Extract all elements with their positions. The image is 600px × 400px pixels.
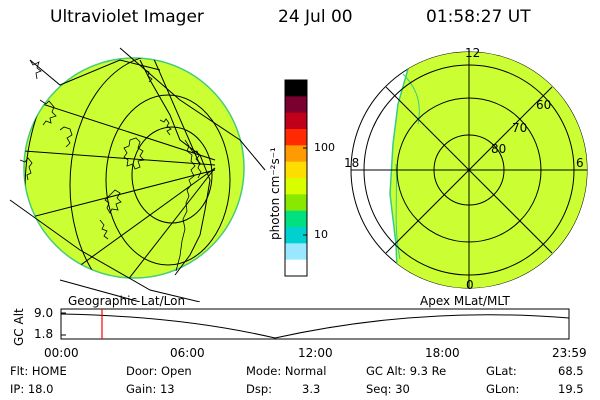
x-tick-0600: 06:00	[170, 346, 205, 360]
colorbar-unit-label: photon cm⁻²s⁻¹	[268, 147, 282, 240]
gain-status: Gain: 13	[126, 382, 175, 396]
colorbar-band	[285, 112, 307, 130]
mlt-label-6: 6	[576, 156, 584, 170]
altitude-plot	[60, 308, 570, 340]
app-title: Ultraviolet Imager	[50, 7, 204, 27]
magnetic-polar-map	[350, 51, 588, 289]
x-tick-1200: 12:00	[298, 346, 333, 360]
dsp-value: 3.3	[302, 382, 321, 396]
dsp-label: Dsp:	[246, 382, 273, 396]
x-tick-0000: 00:00	[44, 346, 79, 360]
colorbar	[284, 79, 308, 277]
date-label: 24 Jul 00	[278, 7, 353, 27]
auroral-image-region	[386, 52, 587, 288]
colorbar-band	[285, 80, 307, 97]
colorbar-band	[285, 161, 307, 179]
mlt-label-0: 0	[466, 278, 474, 292]
colorbar-band	[285, 210, 307, 228]
polar-map-label: Apex MLat/MLT	[420, 294, 510, 308]
seq-status: Seq: 30	[366, 382, 410, 396]
ip-status: IP: 18.0	[10, 382, 54, 396]
x-tick-1800: 18:00	[425, 346, 460, 360]
glon-label: GLon:	[486, 382, 520, 396]
flight-status: Flt: HOME	[10, 364, 67, 378]
colorbar-band	[285, 243, 307, 261]
altitude-y-bottom: 1.8	[34, 327, 54, 341]
mlat-label-70: 70	[512, 121, 528, 135]
colorbar-tick-10: 10	[314, 228, 328, 241]
colorbar-tick-100: 100	[314, 141, 335, 154]
colorbar-band	[285, 145, 307, 163]
colorbar-band	[285, 227, 307, 244]
geographic-map-label: Geographic Lat/Lon	[68, 294, 186, 308]
altitude-y-top: 9.0	[34, 306, 54, 320]
door-status: Door: Open	[126, 364, 192, 378]
colorbar-band	[285, 178, 307, 195]
colorbar-band	[285, 194, 307, 212]
mlat-label-80: 80	[491, 142, 507, 156]
mode-status: Mode: Normal	[246, 364, 327, 378]
gc-alt-status: GC Alt: 9.3 Re	[366, 364, 447, 378]
colorbar-band	[285, 96, 307, 114]
colorbar-band	[285, 259, 307, 277]
glat-label: GLat:	[486, 364, 517, 378]
mlat-label-60: 60	[536, 98, 552, 112]
mlt-label-12: 12	[465, 46, 481, 60]
mlt-label-18: 18	[344, 156, 360, 170]
glon-value: 19.5	[558, 382, 584, 396]
glat-value: 68.5	[558, 364, 584, 378]
geographic-image-disc	[23, 57, 245, 279]
geographic-map	[9, 47, 266, 302]
altitude-axis-label: GC Alt	[12, 308, 26, 346]
time-label: 01:58:27 UT	[426, 7, 531, 27]
colorbar-band	[285, 129, 307, 146]
x-tick-2359: 23:59	[552, 346, 587, 360]
